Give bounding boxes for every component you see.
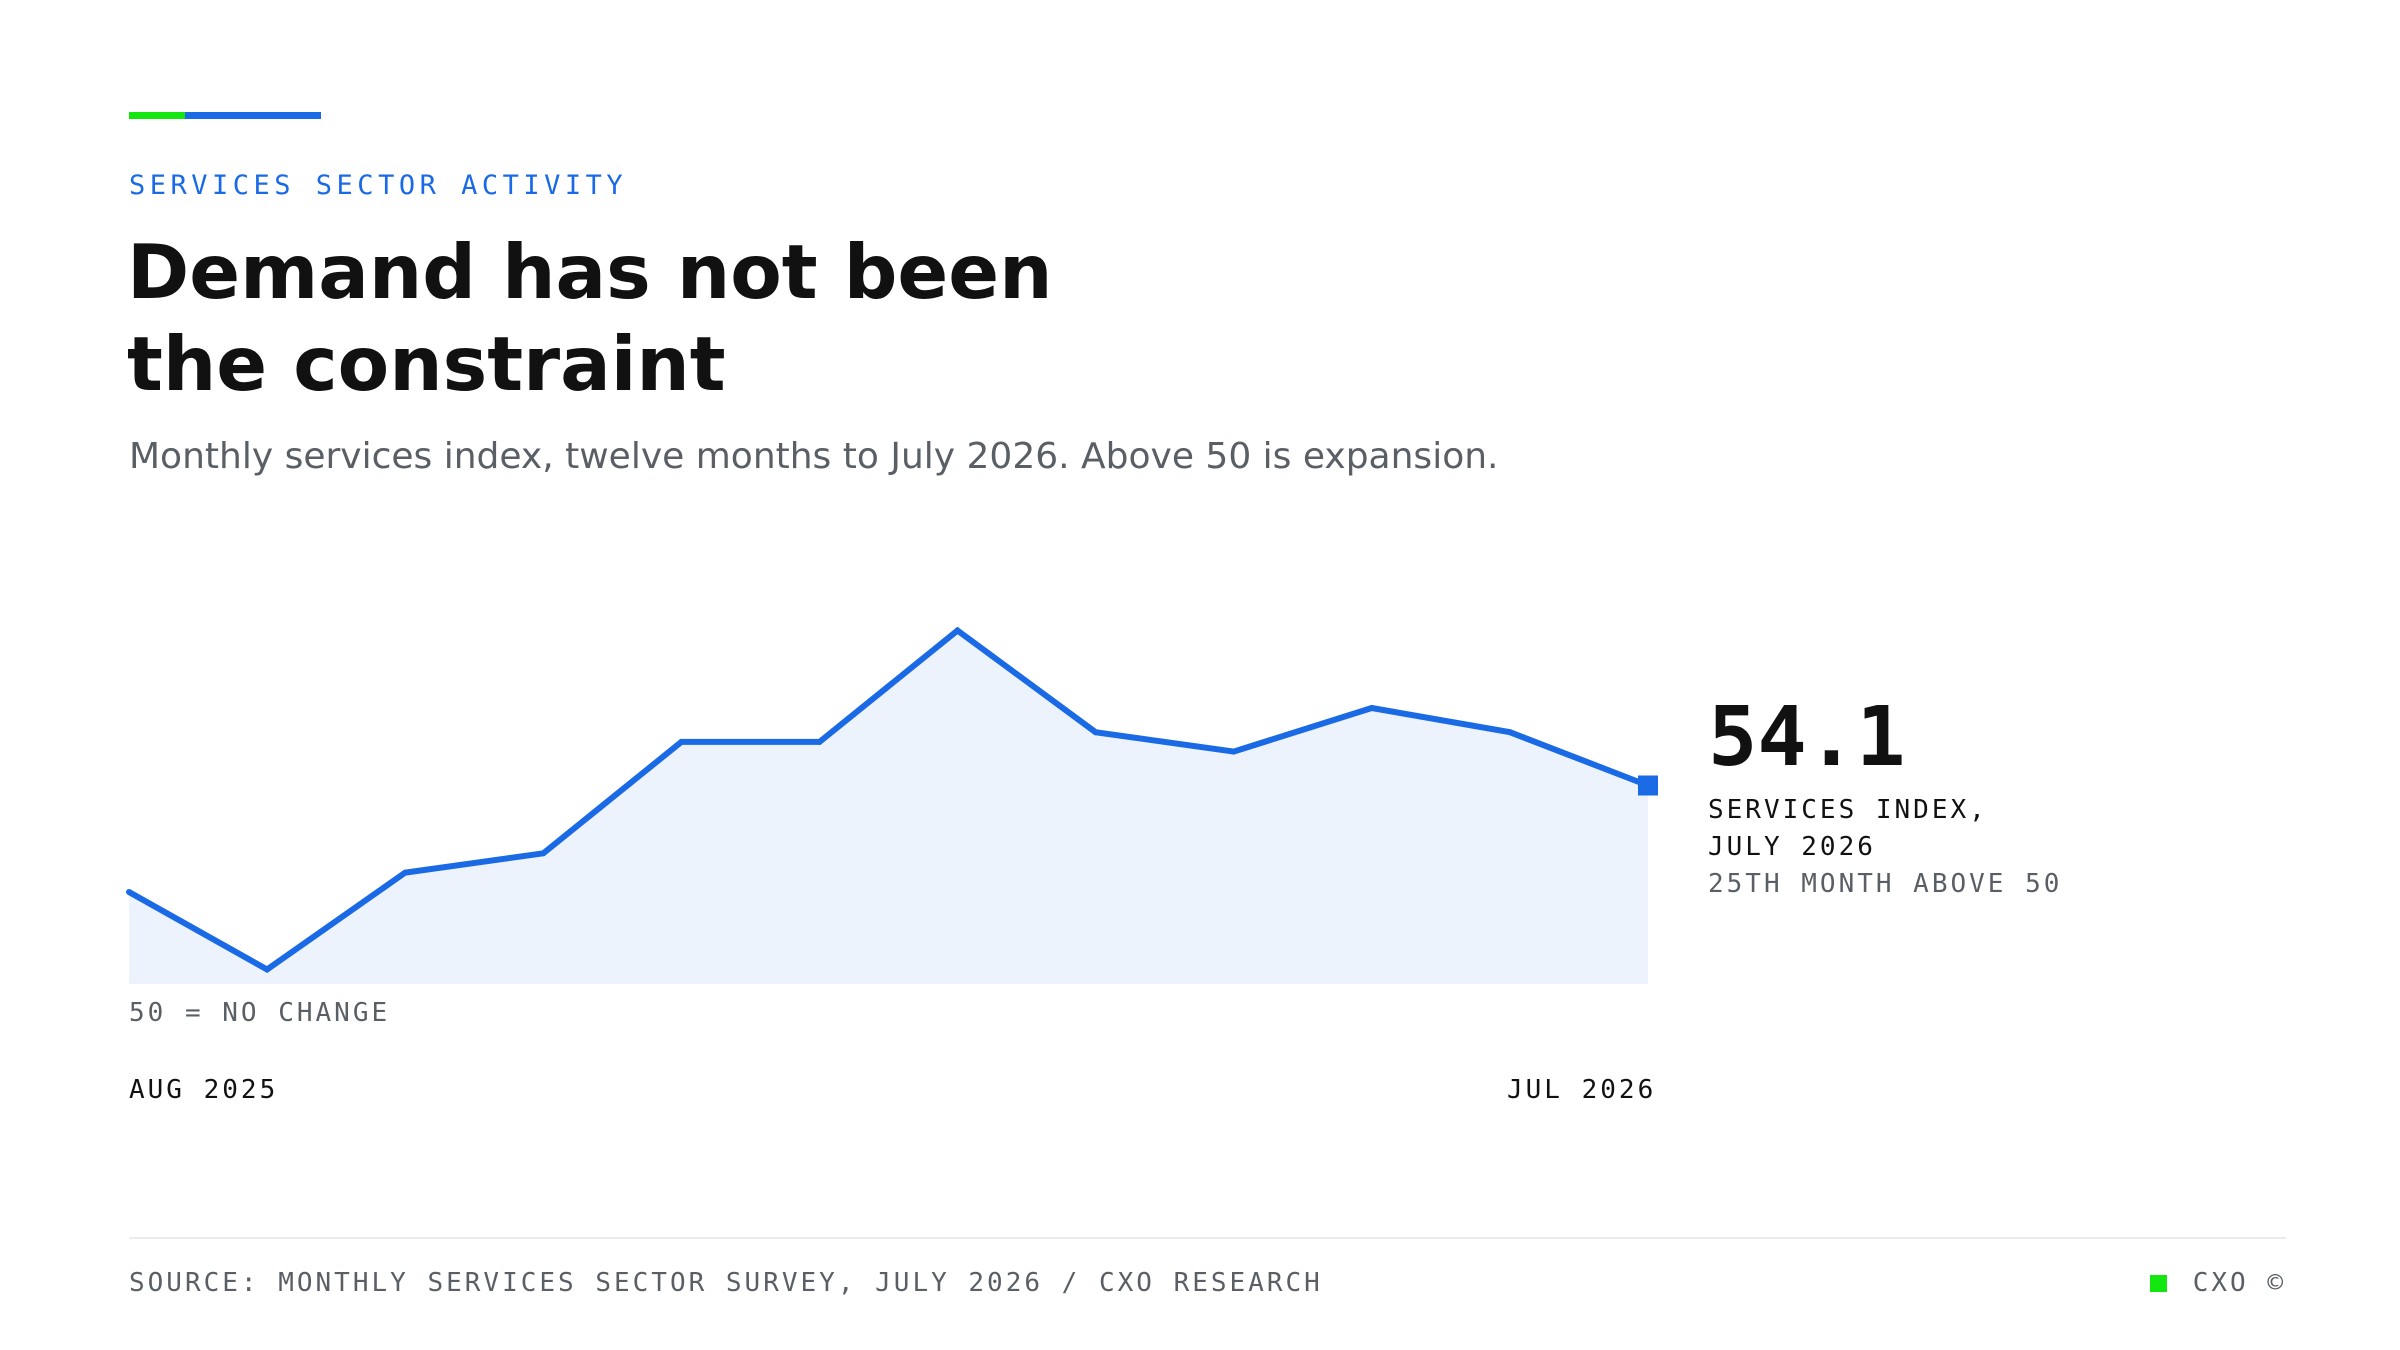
data-point: [126, 889, 132, 895]
brand-mark: CXO ©: [2149, 1268, 2286, 1298]
eyebrow-label: SERVICES SECTOR ACTIVITY: [129, 170, 628, 201]
data-point: [264, 966, 271, 973]
accent-bar: [129, 112, 321, 119]
data-point: [1230, 748, 1237, 755]
callout-label-line-2: JULY 2026: [1708, 832, 1876, 862]
data-point: [954, 627, 961, 634]
data-point: [1092, 729, 1099, 736]
chart-title-line-1: Demand has not been: [127, 228, 1053, 316]
accent-bar-blue: [185, 112, 321, 119]
data-point: [540, 850, 547, 857]
data-point: [1506, 729, 1513, 736]
callout-label: SERVICES INDEX, JULY 2026: [1708, 792, 2062, 866]
source-note: SOURCE: MONTHLY SERVICES SECTOR SURVEY, …: [129, 1268, 1323, 1298]
chart-subtitle: Monthly services index, twelve months to…: [129, 436, 1499, 477]
baseline-label: 50 = NO CHANGE: [129, 998, 391, 1028]
data-point: [816, 738, 823, 745]
latest-point-marker: [1638, 775, 1658, 796]
chart-title: Demand has not been the constraint: [127, 226, 1227, 410]
x-axis-end-label: JUL 2026: [1507, 1075, 1657, 1105]
callout-value: 54.1: [1708, 690, 1906, 785]
series-line: [127, 626, 1650, 974]
data-point: [1368, 705, 1375, 711]
data-point: [402, 869, 409, 876]
data-point: [678, 738, 685, 745]
chart-title-line-2: the constraint: [127, 320, 726, 408]
x-axis-start-label: AUG 2025: [129, 1075, 279, 1105]
latest-value-callout: 54.1 SERVICES INDEX, JULY 2026 25TH MONT…: [1708, 688, 2062, 903]
callout-note: 25TH MONTH ABOVE 50: [1708, 869, 2063, 899]
callout-label-line-1: SERVICES INDEX,: [1708, 795, 1988, 825]
brand-square-icon: [2149, 1274, 2167, 1292]
brand-text: CXO ©: [2192, 1268, 2286, 1298]
accent-bar-green: [129, 112, 185, 119]
footer-divider: [129, 1237, 2286, 1239]
area-fill: [129, 630, 1648, 984]
